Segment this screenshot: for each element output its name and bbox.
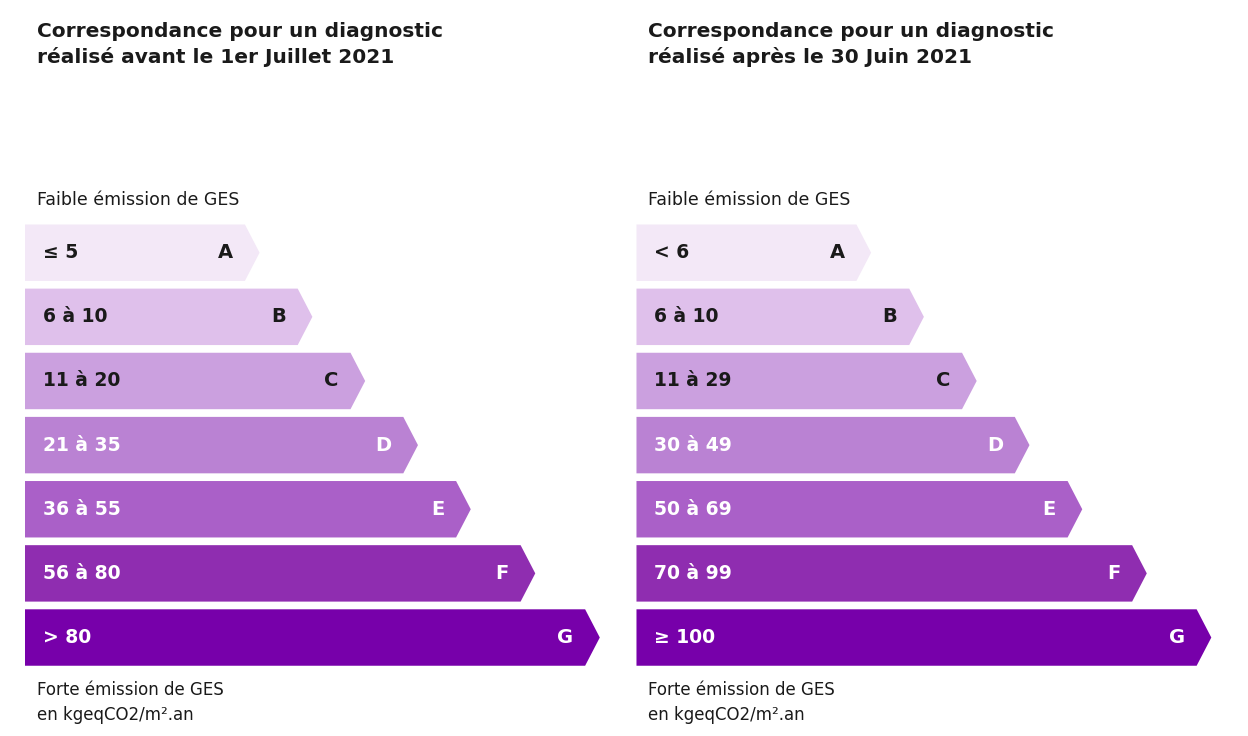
Text: G: G (558, 628, 573, 647)
Text: G: G (1169, 628, 1184, 647)
Text: Correspondance pour un diagnostic
réalisé avant le 1er Juillet 2021: Correspondance pour un diagnostic réalis… (36, 22, 443, 67)
Text: C: C (324, 372, 338, 391)
Polygon shape (636, 289, 924, 345)
Text: D: D (376, 436, 392, 455)
Text: 56 à 80: 56 à 80 (42, 564, 120, 583)
Text: > 80: > 80 (42, 628, 91, 647)
Text: Correspondance pour un diagnostic
réalisé après le 30 Juin 2021: Correspondance pour un diagnostic réalis… (648, 22, 1055, 67)
Text: ≥ 100: ≥ 100 (654, 628, 715, 647)
Text: 36 à 55: 36 à 55 (42, 500, 120, 519)
Text: Forte émission de GES
en kgeqCO2/m².an: Forte émission de GES en kgeqCO2/m².an (648, 681, 835, 723)
Text: F: F (1107, 564, 1121, 583)
Text: D: D (987, 436, 1003, 455)
Text: < 6: < 6 (654, 243, 689, 262)
Polygon shape (636, 545, 1147, 601)
Text: 70 à 99: 70 à 99 (654, 564, 731, 583)
Polygon shape (25, 353, 366, 409)
Text: Faible émission de GES: Faible émission de GES (648, 191, 851, 209)
Text: Forte émission de GES
en kgeqCO2/m².an: Forte émission de GES en kgeqCO2/m².an (36, 681, 223, 723)
Text: E: E (431, 500, 444, 519)
Text: A: A (218, 243, 233, 262)
Text: 50 à 69: 50 à 69 (654, 500, 731, 519)
Text: Faible émission de GES: Faible émission de GES (36, 191, 240, 209)
Polygon shape (25, 545, 535, 601)
Polygon shape (636, 353, 977, 409)
Text: F: F (495, 564, 509, 583)
Text: ≤ 5: ≤ 5 (42, 243, 77, 262)
Text: 11 à 20: 11 à 20 (42, 372, 120, 391)
Text: B: B (882, 308, 897, 326)
Polygon shape (25, 224, 260, 281)
Text: 6 à 10: 6 à 10 (42, 308, 107, 326)
Polygon shape (25, 289, 312, 345)
Text: 30 à 49: 30 à 49 (654, 436, 731, 455)
Polygon shape (636, 481, 1082, 537)
Polygon shape (636, 417, 1030, 473)
Text: 6 à 10: 6 à 10 (654, 308, 719, 326)
Text: C: C (936, 372, 950, 391)
Text: E: E (1042, 500, 1056, 519)
Polygon shape (636, 224, 871, 281)
Text: 11 à 29: 11 à 29 (654, 372, 731, 391)
Text: B: B (271, 308, 286, 326)
Text: A: A (830, 243, 845, 262)
Polygon shape (25, 481, 470, 537)
Text: 21 à 35: 21 à 35 (42, 436, 120, 455)
Polygon shape (636, 609, 1212, 666)
Polygon shape (25, 609, 600, 666)
Polygon shape (25, 417, 418, 473)
